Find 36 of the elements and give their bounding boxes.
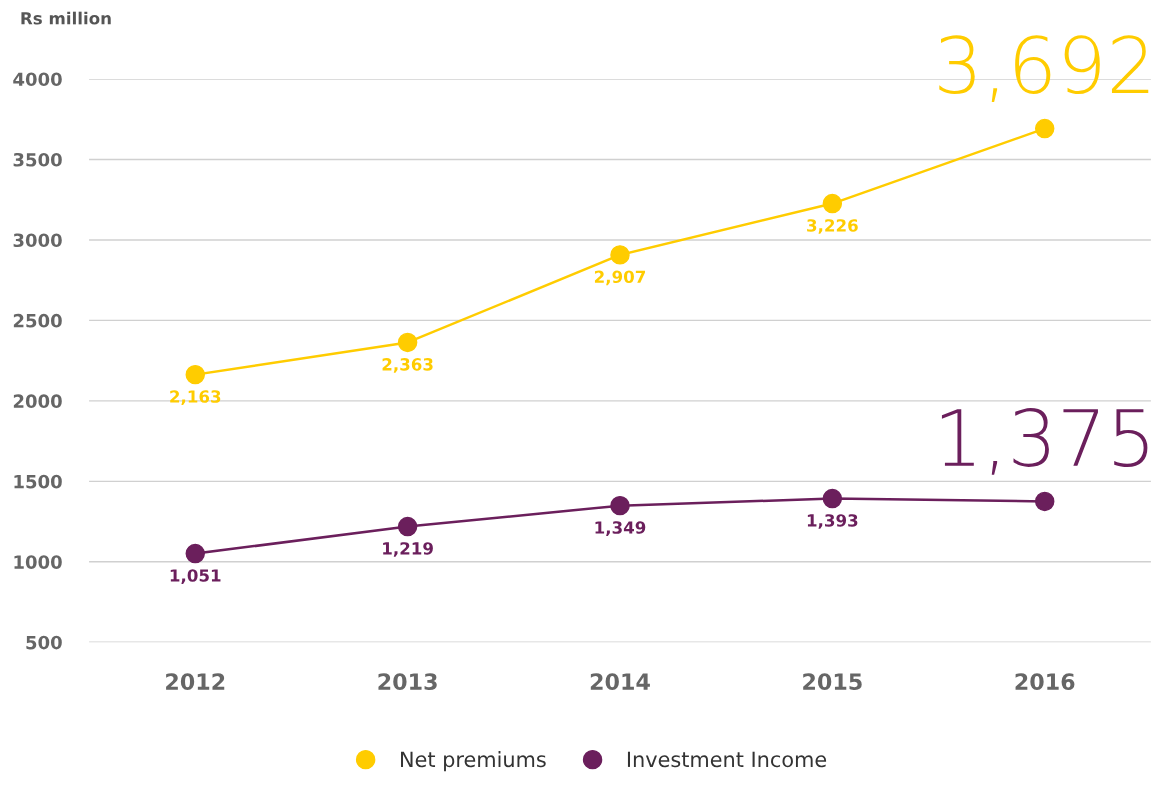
y-tick-label: 2500 [13, 313, 62, 328]
point [1034, 491, 1055, 512]
data-label: 2,163 [170, 390, 221, 405]
data-label: 1,349 [595, 521, 646, 536]
y-axis-title: Rs million [21, 11, 111, 25]
y-tick-label: 3000 [13, 233, 62, 248]
data-label: 1,051 [170, 569, 221, 584]
data-label: 2,907 [594, 270, 646, 286]
y-tick-label: 3500 [13, 152, 62, 167]
point [822, 488, 843, 509]
y-tick-label: 4000 [13, 72, 62, 87]
x-tick-label: 2014 [590, 673, 650, 691]
data-label: 1,375 [941, 408, 1148, 475]
x-tick-label: 2015 [803, 673, 862, 691]
y-tick-label: 2000 [13, 394, 62, 408]
legend-label: Net premiums [401, 751, 546, 772]
point [397, 332, 418, 353]
point [1034, 118, 1055, 139]
y-tick-label: 1000 [14, 555, 62, 569]
point [822, 193, 843, 214]
y-tick-label: 500 [26, 635, 62, 650]
x-tick-label: 2016 [1015, 673, 1075, 691]
x-tick-label: 2013 [378, 673, 437, 691]
legend-label: Investment Income [627, 751, 827, 768]
data-label: 3,692 [939, 35, 1149, 102]
x-tick-label: 2012 [166, 673, 225, 691]
point [610, 245, 630, 265]
point [185, 543, 205, 564]
data-label: 1,393 [807, 514, 858, 529]
point [610, 495, 630, 516]
data-label: 1,219 [383, 542, 433, 557]
data-label: 3,226 [807, 219, 858, 234]
point [397, 516, 418, 537]
y-tick-label: 1500 [14, 474, 62, 489]
data-label: 2,363 [382, 358, 433, 373]
point [185, 364, 205, 385]
